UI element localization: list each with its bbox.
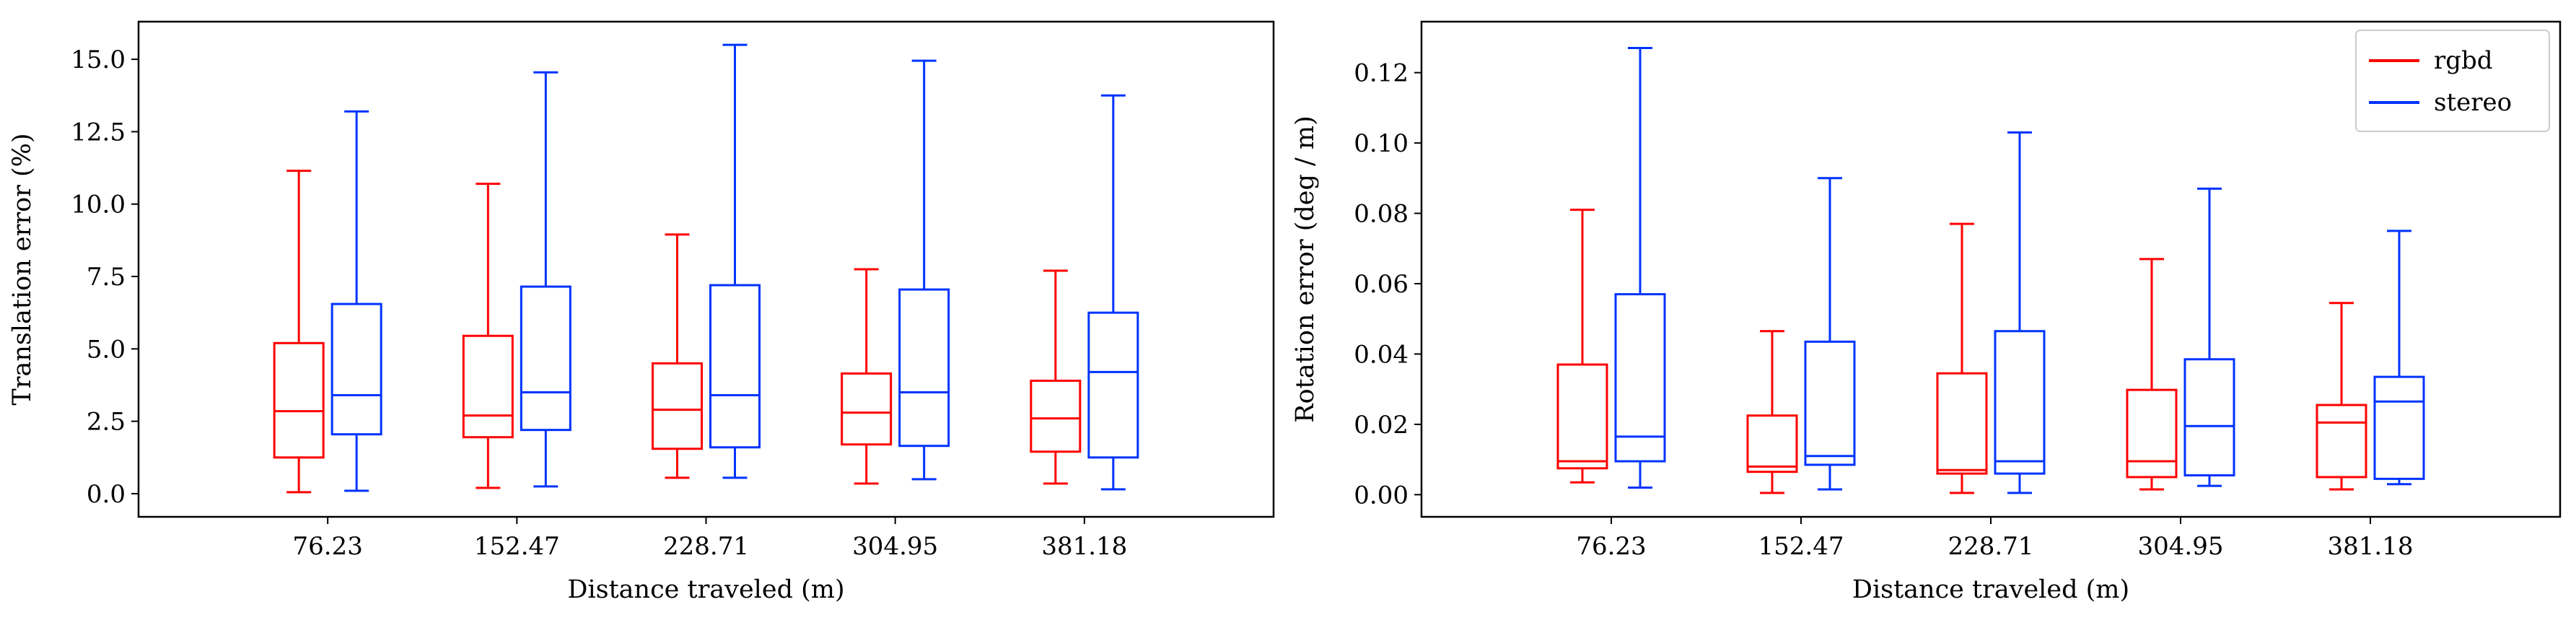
- rgbd-box: [1030, 379, 1082, 453]
- y-axis-label: Rotation error (deg / m): [1291, 115, 1320, 423]
- y-tick-label: 0.00: [1354, 481, 1409, 510]
- rgbd-box: [462, 334, 514, 439]
- rgbd-box: [273, 341, 325, 459]
- stereo-box: [1087, 311, 1139, 459]
- y-tick-label: 0.04: [1354, 340, 1409, 369]
- y-tick-label: 0.10: [1354, 129, 1409, 158]
- plot-frame: [137, 20, 1275, 518]
- rgbd-box: [2316, 404, 2367, 479]
- rgbd-box: [2126, 388, 2178, 479]
- legend-box: [2355, 30, 2550, 132]
- stereo-box: [2183, 358, 2235, 477]
- rgbd-box: [1936, 372, 1988, 475]
- x-tick-label: 152.47: [474, 532, 560, 561]
- x-axis-label: Distance traveled (m): [1852, 575, 2129, 604]
- rgbd-box: [841, 372, 893, 446]
- y-tick-label: 15.0: [71, 45, 126, 74]
- stereo-box: [2373, 375, 2425, 480]
- x-tick-label: 228.71: [663, 532, 749, 561]
- stereo-box: [898, 288, 950, 448]
- rgbd-box: [1556, 363, 1608, 470]
- y-tick-label: 0.12: [1354, 59, 1409, 88]
- rgbd-box: [1746, 414, 1798, 474]
- x-tick-label: 304.95: [2138, 532, 2224, 561]
- y-tick-label: 0.0: [87, 480, 126, 509]
- stereo-box: [1614, 293, 1666, 463]
- x-tick-label: 76.23: [292, 532, 362, 561]
- stereo-box: [1994, 330, 2046, 475]
- stereo-box: [330, 302, 382, 436]
- y-tick-label: 0.02: [1354, 411, 1409, 440]
- stereo-box: [709, 284, 761, 449]
- x-axis-label: Distance traveled (m): [567, 575, 844, 604]
- y-tick-label: 10.0: [71, 191, 126, 219]
- x-tick-label: 152.47: [1758, 532, 1844, 561]
- y-tick-label: 12.5: [71, 118, 126, 147]
- y-tick-label: 7.5: [87, 263, 126, 292]
- y-axis-label: Translation error (%): [8, 133, 37, 405]
- x-tick-label: 304.95: [852, 532, 938, 561]
- rgbd-box: [652, 362, 703, 450]
- y-tick-label: 0.06: [1354, 270, 1409, 299]
- rotation-error-chart: 0.00 0.02 0.04 0.06 0.08 0.10 0.12 76.23 152.47 2…: [1291, 20, 2562, 604]
- stereo-box: [1804, 340, 1856, 466]
- x-tick-label: 381.18: [2328, 532, 2414, 561]
- translation-error-chart: 0.0 2.5 5.0 7.5 10.0 12.5 15.0 76.23 152.47 228.7…: [8, 20, 1275, 604]
- y-tick-label: 2.5: [87, 408, 126, 437]
- x-tick-label: 228.71: [1948, 532, 2034, 561]
- x-tick-label: 381.18: [1041, 532, 1127, 561]
- stereo-box: [520, 285, 571, 432]
- plot-frame: [1420, 20, 2562, 518]
- y-tick-label: 5.0: [87, 335, 126, 364]
- y-tick-label: 0.08: [1354, 200, 1409, 229]
- x-tick-label: 76.23: [1576, 532, 1646, 561]
- legend-label-stereo: stereo: [2434, 88, 2512, 117]
- legend-label-rgbd: rgbd: [2434, 46, 2493, 75]
